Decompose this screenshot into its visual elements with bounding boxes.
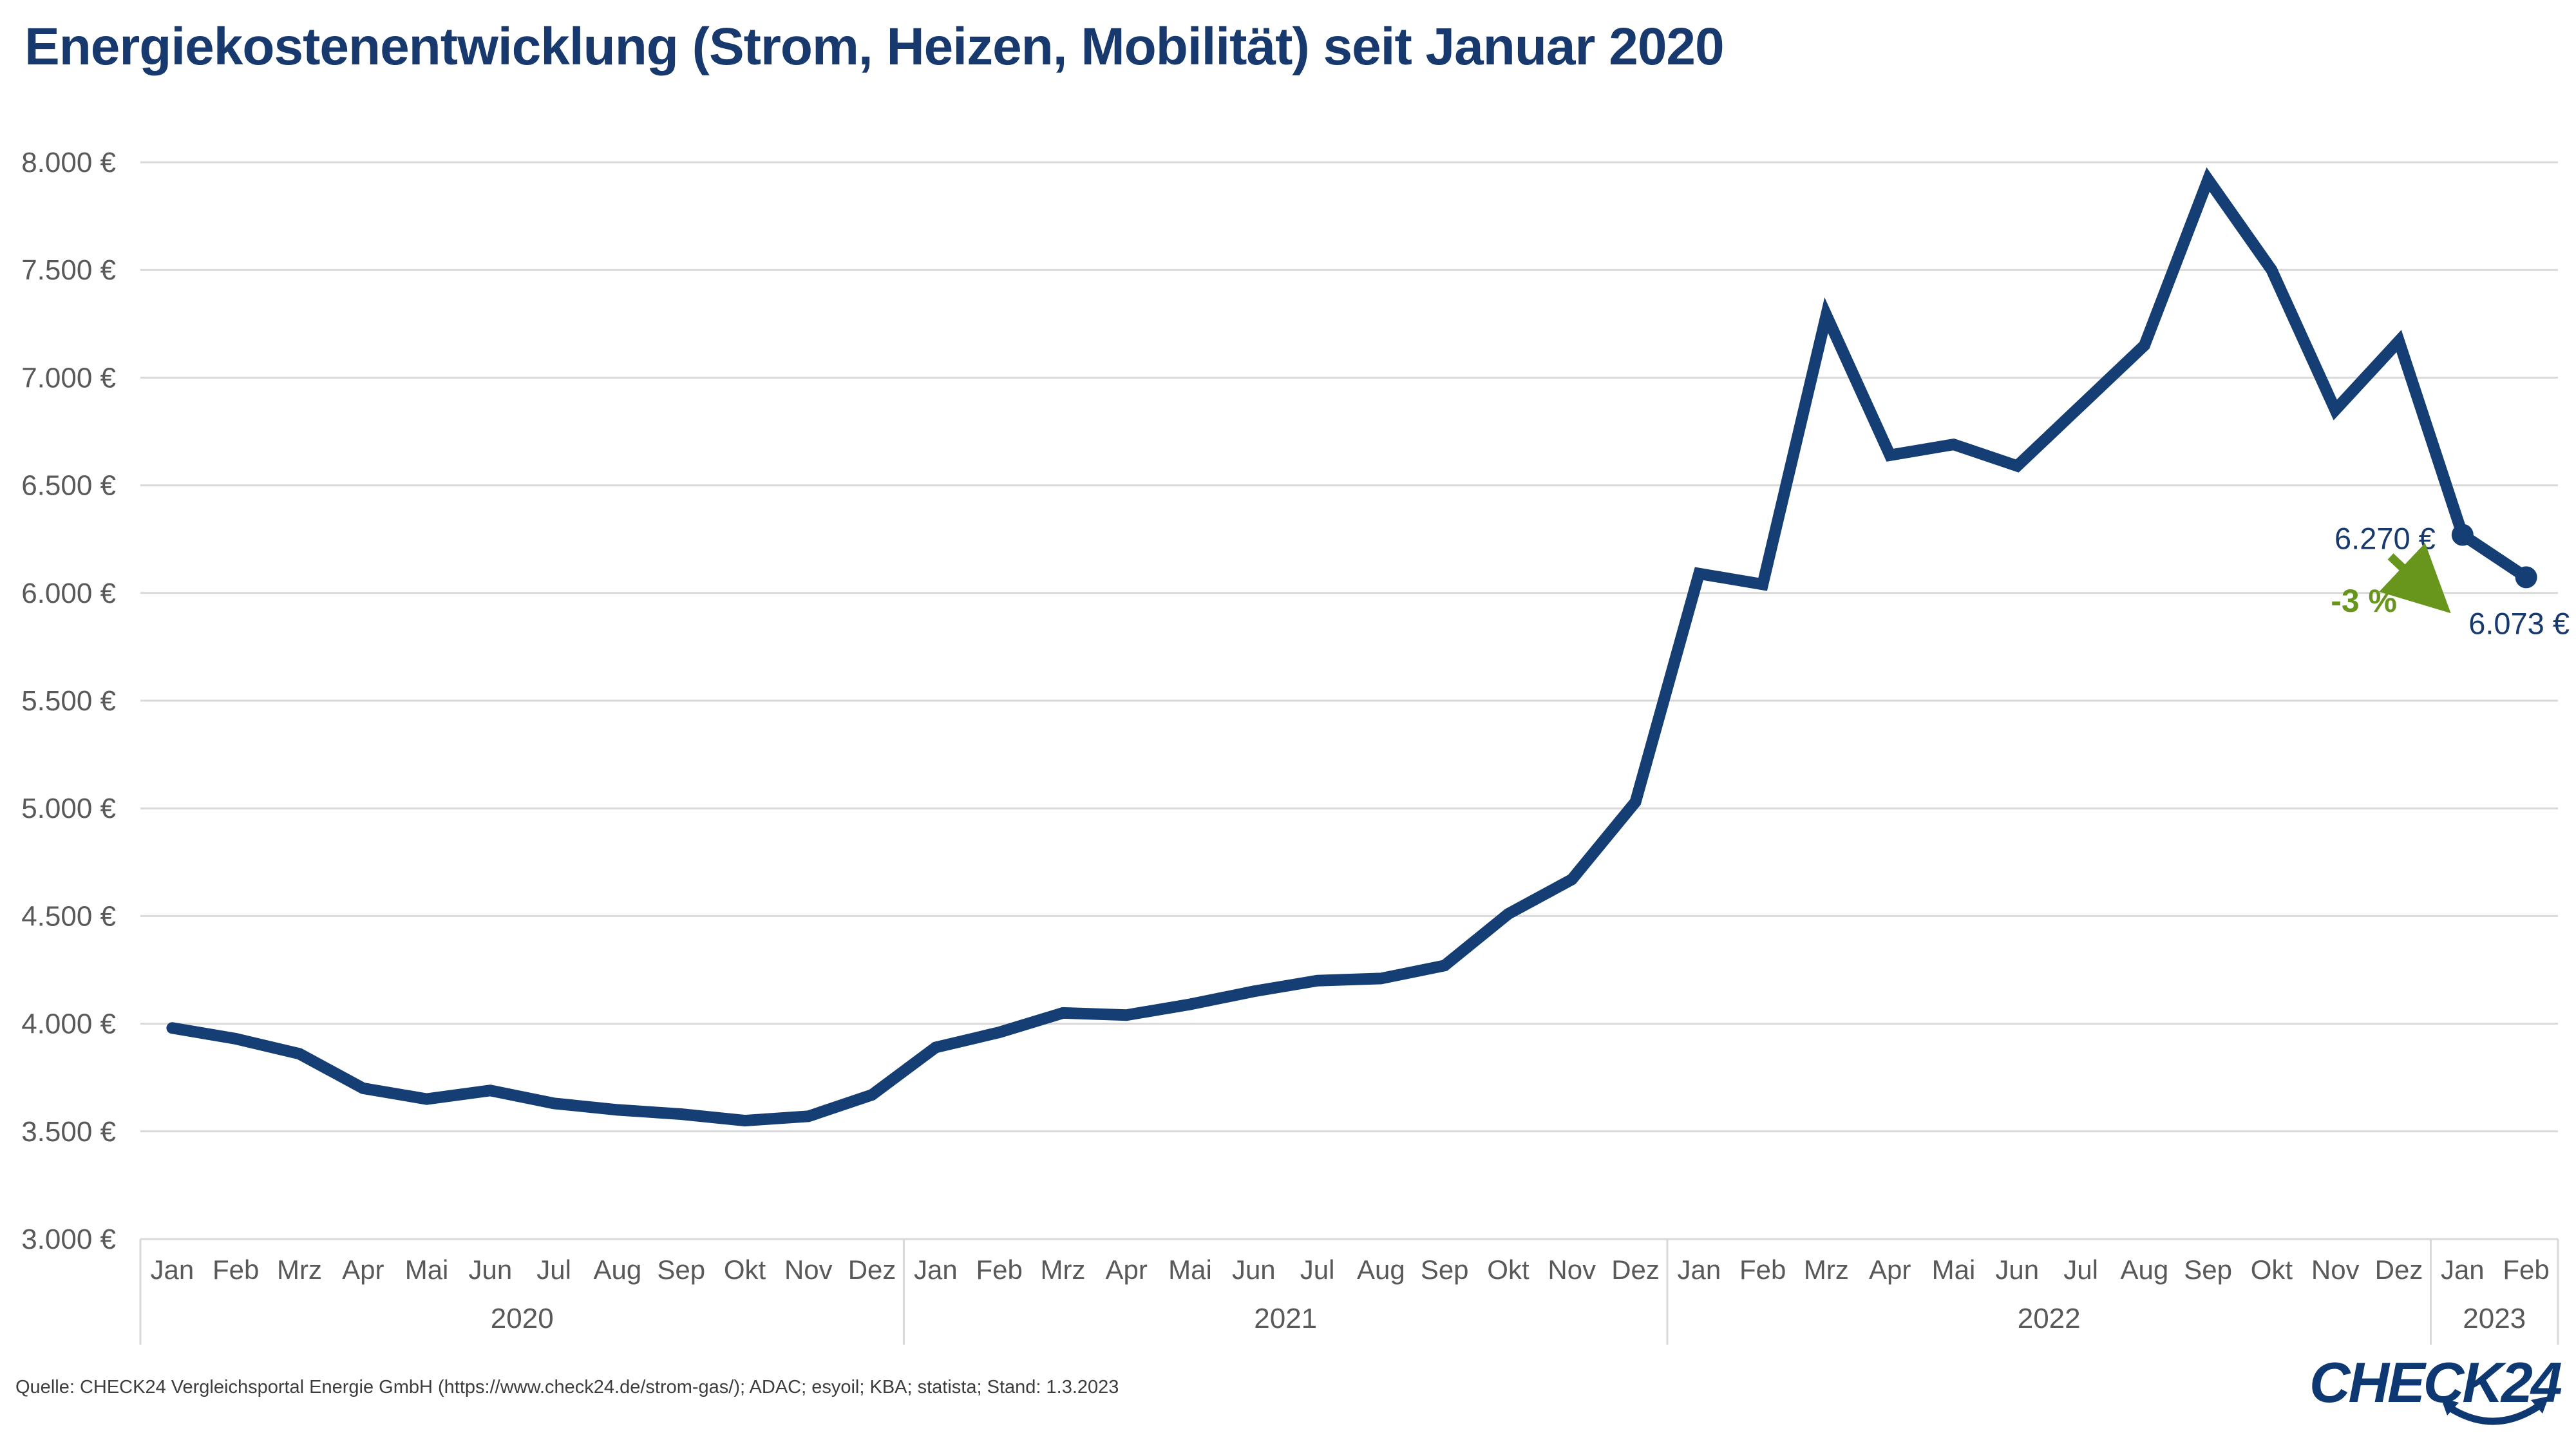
year-label: 2023 bbox=[2463, 1303, 2526, 1334]
check24-logo: CHECK24 bbox=[2309, 1350, 2562, 1440]
month-label: Apr bbox=[1869, 1255, 1911, 1285]
chart-title: Energiekostenentwicklung (Strom, Heizen,… bbox=[24, 17, 1725, 76]
source-note: Quelle: CHECK24 Vergleichsportal Energie… bbox=[15, 1377, 1119, 1397]
month-label: Jul bbox=[1300, 1255, 1335, 1285]
check24-logo-text: CHECK24 bbox=[2309, 1350, 2562, 1414]
month-label: Jan bbox=[1677, 1255, 1721, 1285]
year-label: 2020 bbox=[491, 1303, 554, 1334]
month-label: Mai bbox=[1168, 1255, 1212, 1285]
check24-smile-arrow-icon bbox=[2441, 1396, 2549, 1425]
month-label: Mai bbox=[1932, 1255, 1976, 1285]
data-point-marker bbox=[2451, 524, 2474, 546]
y-tick-label: 3.000 € bbox=[21, 1224, 116, 1255]
month-label: Jul bbox=[536, 1255, 571, 1285]
month-label: Aug bbox=[594, 1255, 642, 1285]
y-tick-label: 5.000 € bbox=[21, 793, 116, 824]
energy-cost-series-line bbox=[166, 167, 2532, 1127]
month-label: Nov bbox=[1548, 1255, 1596, 1285]
gridlines bbox=[140, 161, 2558, 1240]
month-label: Apr bbox=[342, 1255, 384, 1285]
month-label: Aug bbox=[1357, 1255, 1405, 1285]
y-tick-label: 4.500 € bbox=[21, 900, 116, 932]
y-tick-label: 4.000 € bbox=[21, 1009, 116, 1040]
annotation-feb-2023-value: 6.073 € bbox=[2468, 606, 2570, 640]
month-label: Okt bbox=[2251, 1255, 2293, 1285]
x-axis-separators bbox=[139, 1239, 2559, 1345]
y-tick-label: 7.500 € bbox=[21, 254, 116, 286]
month-label: Sep bbox=[657, 1255, 705, 1285]
month-label: Nov bbox=[784, 1255, 833, 1285]
y-tick-label: 3.500 € bbox=[21, 1116, 116, 1148]
month-label: Jul bbox=[2063, 1255, 2098, 1285]
month-label: Feb bbox=[2503, 1255, 2549, 1285]
month-label: Okt bbox=[724, 1255, 766, 1285]
month-label: Jun bbox=[1232, 1255, 1276, 1285]
month-label: Jan bbox=[151, 1255, 194, 1285]
annotations: 6.270 € 6.073 € -3 % bbox=[2331, 522, 2570, 641]
month-label: Feb bbox=[213, 1255, 259, 1285]
month-label: Feb bbox=[976, 1255, 1022, 1285]
month-label: Mrz bbox=[1040, 1255, 1085, 1285]
month-label: Sep bbox=[1421, 1255, 1469, 1285]
month-label: Apr bbox=[1106, 1255, 1148, 1285]
month-label: Mrz bbox=[277, 1255, 322, 1285]
y-tick-label: 8.000 € bbox=[21, 147, 116, 178]
annotation-jan-2023-value: 6.270 € bbox=[2334, 522, 2436, 556]
month-label: Jun bbox=[1995, 1255, 2039, 1285]
month-label: Mai bbox=[405, 1255, 449, 1285]
year-label: 2022 bbox=[2018, 1303, 2081, 1334]
annotation-change-percent: -3 % bbox=[2331, 583, 2397, 619]
month-label: Dez bbox=[1611, 1255, 1660, 1285]
y-tick-label: 7.000 € bbox=[21, 362, 116, 393]
month-label: Mrz bbox=[1804, 1255, 1849, 1285]
month-label: Nov bbox=[2311, 1255, 2360, 1285]
year-label: 2021 bbox=[1254, 1303, 1317, 1334]
month-label: Feb bbox=[1739, 1255, 1786, 1285]
month-label: Jan bbox=[914, 1255, 958, 1285]
data-point-marker bbox=[2515, 566, 2537, 589]
y-axis-labels: 3.000 € 3.500 € 4.000 € 4.500 € 5.000 € 5.500… bbox=[21, 147, 116, 1255]
month-label: Dez bbox=[2375, 1255, 2423, 1285]
y-tick-label: 6.500 € bbox=[21, 470, 116, 502]
month-label: Aug bbox=[2121, 1255, 2169, 1285]
month-label: Okt bbox=[1487, 1255, 1530, 1285]
decline-arrow-icon bbox=[2379, 543, 2451, 614]
x-axis-labels: Jan Feb Mrz Apr Mai Jun Jul Aug Sep Okt Nov Dez 2020… bbox=[151, 1255, 2550, 1334]
month-label: Dez bbox=[848, 1255, 896, 1285]
month-label: Jun bbox=[468, 1255, 512, 1285]
y-tick-label: 5.500 € bbox=[21, 685, 116, 717]
month-label: Jan bbox=[2441, 1255, 2485, 1285]
y-tick-label: 6.000 € bbox=[21, 578, 116, 609]
month-label: Sep bbox=[2184, 1255, 2232, 1285]
